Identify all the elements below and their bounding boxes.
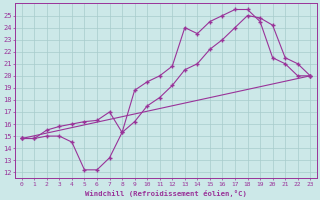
- X-axis label: Windchill (Refroidissement éolien,°C): Windchill (Refroidissement éolien,°C): [85, 190, 247, 197]
